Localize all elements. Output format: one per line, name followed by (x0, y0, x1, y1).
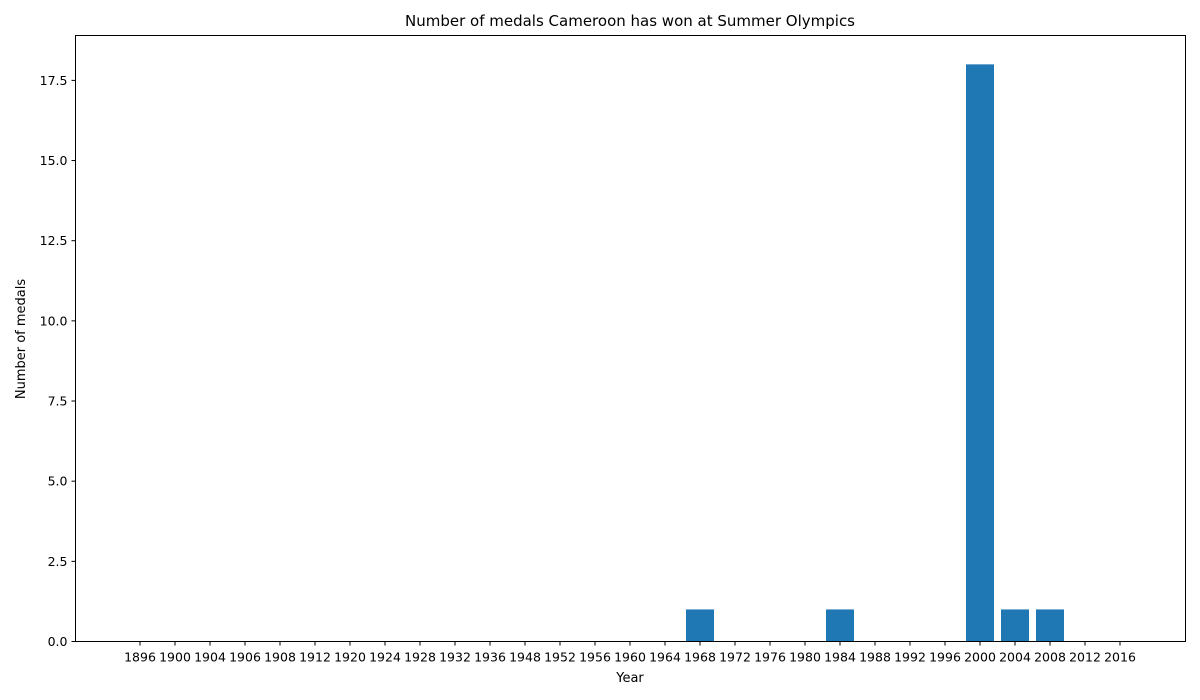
x-tick-label: 1984 (824, 650, 856, 665)
x-tick-label: 2000 (964, 650, 996, 665)
y-tick-label: 15.0 (40, 153, 68, 168)
x-axis-ticks: 1896 1900 1904 1906 1908 1912 1920 1924 1928 1932… (124, 641, 1136, 665)
x-tick-label: 2016 (1104, 650, 1136, 665)
y-tick-label: 0.0 (48, 634, 68, 649)
x-tick-label: 1936 (474, 650, 506, 665)
x-tick-label: 2008 (1034, 650, 1066, 665)
x-axis-label: Year (615, 671, 644, 686)
y-axis-ticks: 0.0 2.5 5.0 7.5 10.0 12.5 15.0 17.5 (40, 73, 76, 649)
x-tick-label: 1972 (719, 650, 751, 665)
y-tick-label: 12.5 (40, 233, 68, 248)
y-tick-label: 10.0 (40, 313, 68, 328)
plot-frame (75, 35, 1186, 642)
bars-group (686, 64, 1064, 642)
x-tick-label: 1996 (929, 650, 961, 665)
y-axis-label: Number of medals (14, 279, 29, 400)
x-tick-label: 1906 (229, 650, 261, 665)
y-tick-label: 2.5 (48, 554, 68, 569)
x-tick-label: 1932 (439, 650, 471, 665)
x-tick-label: 1960 (614, 650, 646, 665)
x-tick-label: 1924 (369, 650, 401, 665)
x-tick-label: 1900 (159, 650, 191, 665)
bar-2000 (966, 64, 994, 642)
x-tick-label: 1980 (789, 650, 821, 665)
x-tick-label: 1904 (194, 650, 226, 665)
x-tick-label: 1964 (649, 650, 681, 665)
x-tick-label: 1928 (404, 650, 436, 665)
y-tick-label: 17.5 (40, 73, 68, 88)
bar-1984 (826, 609, 854, 642)
bar-2004 (1001, 609, 1029, 642)
x-tick-label: 1956 (579, 650, 611, 665)
x-tick-label: 1948 (509, 650, 541, 665)
y-tick-label: 5.0 (48, 474, 68, 489)
bar-1968 (686, 609, 714, 642)
x-tick-label: 1976 (754, 650, 786, 665)
x-tick-label: 1988 (859, 650, 891, 665)
x-tick-label: 1912 (299, 650, 331, 665)
x-tick-label: 2012 (1069, 650, 1101, 665)
x-tick-label: 1952 (544, 650, 576, 665)
y-tick-label: 7.5 (48, 394, 68, 409)
x-tick-label: 1896 (124, 650, 156, 665)
x-tick-label: 2004 (999, 650, 1031, 665)
x-tick-label: 1992 (894, 650, 926, 665)
x-tick-label: 1908 (264, 650, 296, 665)
chart-title: Number of medals Cameroon has won at Sum… (405, 12, 855, 30)
x-tick-label: 1920 (334, 650, 366, 665)
bar-2008 (1036, 609, 1064, 642)
x-tick-label: 1968 (684, 650, 716, 665)
